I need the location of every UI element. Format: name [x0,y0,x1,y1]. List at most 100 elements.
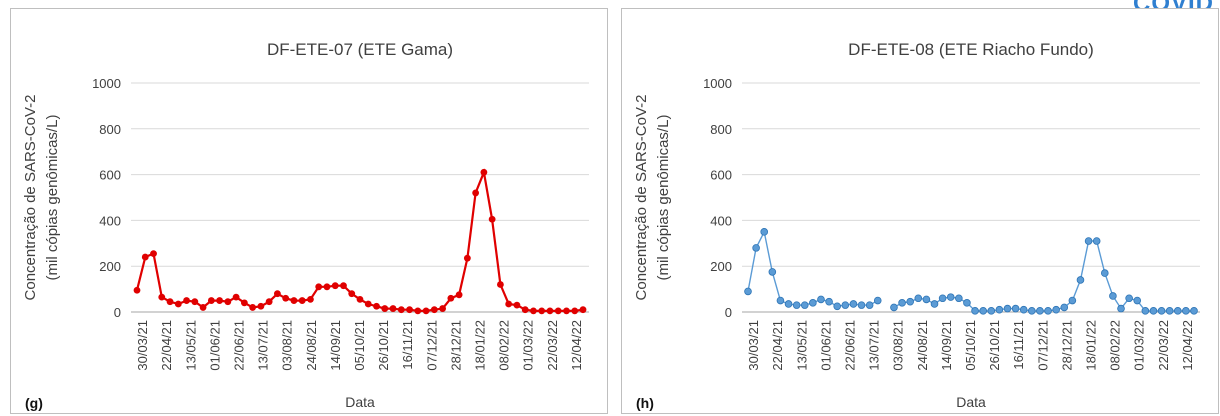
chart-title: DF-ETE-07 (ETE Gama) [267,40,453,59]
x-tick-label: 30/03/21 [746,320,761,371]
y-tick-label: 200 [99,259,121,274]
data-point [249,304,257,311]
data-point [833,302,842,311]
data-point [760,228,769,236]
data-point [1011,304,1020,313]
data-point [1019,305,1028,314]
data-point [480,168,488,176]
x-tick-label: 18/01/22 [1084,320,1099,371]
data-point [530,307,537,315]
x-axis-label: Data [345,394,375,410]
x-tick-label: 08/02/22 [1108,320,1123,371]
x-tick-label: 14/09/21 [939,320,954,371]
x-tick-label: 01/06/21 [818,320,833,371]
data-point [348,290,356,298]
data-point [571,307,579,315]
chart-svg-g: DF-ETE-07 (ETE Gama) Concentração de SARS… [22,40,589,410]
x-tick-label: 26/10/21 [376,320,391,371]
y-tick-label: 200 [710,259,732,274]
data-point [1044,307,1052,315]
data-point [174,300,182,308]
y-axis-label-line-2: (mil cópias genômicas/L) [655,115,672,281]
y-tick-label: 400 [710,213,732,228]
data-point [430,306,438,314]
x-tick-label: 13/07/21 [256,320,271,371]
data-point [183,297,190,304]
data-point [207,297,215,304]
data-point [979,307,987,315]
data-point [373,302,380,310]
chart-title: DF-ETE-08 (ETE Riacho Fundo) [848,40,1094,59]
y-tick-label: 800 [99,122,121,137]
x-tick-label: 22/06/21 [842,320,857,371]
x-tick-label: 22/06/21 [231,320,246,371]
data-point [946,293,955,301]
x-tick-label: 01/03/22 [521,320,536,371]
y-axis-label-line-2: (mil cópias genômicas/L) [44,115,61,281]
data-point [1084,237,1093,245]
data-point [1117,304,1125,313]
data-point [199,304,207,311]
data-point [865,301,874,309]
x-tick-label: 03/08/21 [891,320,906,371]
y-axis-label-line-1: Concentração de SARS-CoV-2 [22,95,39,301]
data-point [331,282,339,290]
y-tick-label: 0 [114,305,121,320]
data-point [1141,307,1150,315]
data-point [546,307,554,315]
data-point [579,306,587,314]
data-point [166,298,174,306]
y-tick-label: 0 [725,305,732,320]
x-tick-label: 08/02/22 [497,320,512,371]
data-point [1157,307,1166,315]
data-point [987,307,996,315]
data-point [240,299,248,307]
data-point [463,254,471,262]
x-tick-label: 05/10/21 [352,320,367,371]
data-point [817,295,825,304]
data-point [1028,307,1036,315]
data-point [224,298,232,306]
data-point [1092,237,1101,245]
y-tick-label: 400 [99,213,121,228]
data-point [150,250,157,258]
data-point [364,300,372,308]
series-line [135,168,584,312]
x-tick-label: 30/03/21 [135,320,150,371]
x-tick-label: 01/06/21 [207,320,222,371]
data-point [1060,303,1069,312]
data-point [315,283,323,291]
data-point [995,305,1004,314]
y-tick-label: 600 [710,168,732,183]
data-point [356,296,364,303]
panel-label-h: (h) [636,395,654,411]
data-point [938,294,947,303]
data-point [282,294,290,302]
data-point [1182,307,1190,315]
data-point [1109,292,1117,300]
y-axis-label-line-1: Concentração de SARS-CoV-2 [633,95,650,301]
data-point [890,303,898,312]
x-tick-label: 28/12/21 [1059,320,1074,371]
y-tick-label: 1000 [703,76,732,91]
data-point [389,305,397,312]
data-point [963,299,971,307]
data-point [513,301,521,309]
data-point [752,244,760,252]
data-point [563,307,570,315]
data-point [397,306,405,314]
x-tick-label: 07/12/21 [424,320,439,371]
chart-panel-h: DF-ETE-08 (ETE Riacho Fundo) Concentração… [621,8,1219,414]
data-point [776,296,785,305]
data-point [497,281,504,288]
data-point [133,286,141,294]
x-tick-label: 05/10/21 [963,320,978,371]
data-point [825,297,833,306]
data-point [1190,307,1198,315]
x-tick-label: 03/08/21 [280,320,295,371]
y-tick-label: 600 [99,168,121,183]
data-point [841,301,850,309]
data-point [422,307,430,315]
panel-label-g: (g) [25,395,43,411]
data-point [1068,296,1077,305]
